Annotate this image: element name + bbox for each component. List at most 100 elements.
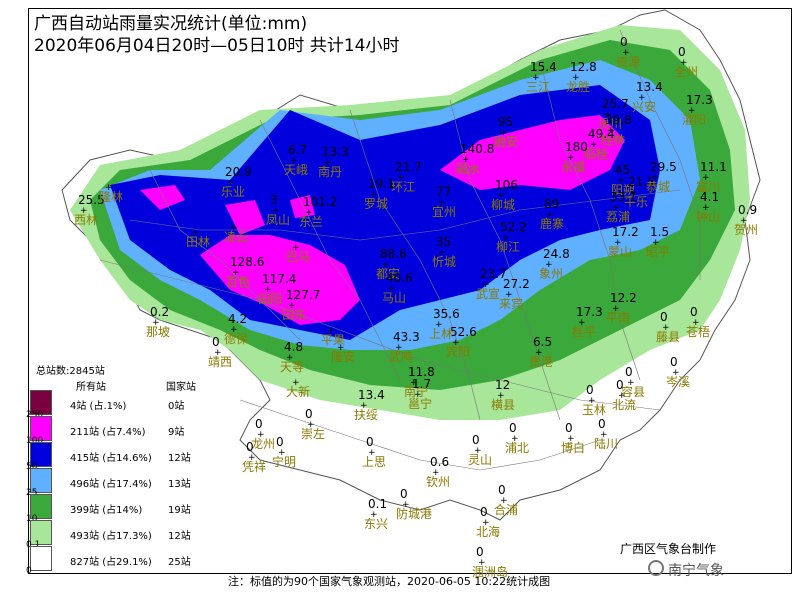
station-name: 东兰 — [299, 215, 324, 229]
station-name: 忻城 — [432, 255, 457, 269]
station-marker: + — [618, 391, 626, 401]
station-marker: + — [414, 390, 422, 400]
station-name: 龙州 — [251, 437, 276, 451]
station-marker: + — [482, 280, 490, 290]
station-name: 田东 — [282, 308, 307, 322]
station-value: 25.7 — [602, 97, 629, 111]
station-value: 40.6 — [386, 271, 413, 285]
station-marker: + — [305, 208, 313, 218]
station-marker: + — [290, 156, 298, 166]
station-name: 富川 — [696, 180, 721, 194]
station-marker: + — [630, 188, 638, 198]
station-marker: + — [702, 173, 710, 183]
station-name: 贵港 — [529, 355, 554, 369]
station-marker: + — [435, 320, 443, 330]
station-marker: + — [680, 58, 688, 68]
legend-swatch — [30, 546, 52, 571]
station-marker: + — [272, 206, 280, 216]
station-name: 宜州 — [432, 205, 457, 219]
station-name: 鹿寨 — [540, 217, 565, 231]
station-name: 钟山 — [696, 210, 721, 224]
station-name: 灵山 — [468, 453, 493, 467]
station-name: 田林 — [186, 235, 211, 249]
station-marker: + — [545, 260, 553, 270]
station-value: 0 — [305, 407, 313, 421]
station-marker: + — [410, 378, 418, 388]
station-marker: + — [622, 48, 630, 58]
legend-swatch — [30, 494, 52, 519]
station-marker: + — [588, 396, 596, 406]
station-marker: + — [567, 153, 575, 163]
station-name: 靖西 — [208, 355, 233, 369]
station-value: 1.5 — [650, 225, 670, 239]
station-value: 15.4 — [530, 60, 557, 74]
wechat-icon — [648, 560, 664, 576]
legend-threshold: 0 — [26, 566, 32, 576]
station-marker: + — [740, 216, 748, 226]
station-marker: + — [502, 233, 510, 243]
station-marker: + — [600, 430, 608, 440]
station-value: 6.7 — [288, 143, 308, 157]
station-value: 0 — [690, 305, 698, 319]
rain-band-100-west — [200, 235, 360, 325]
station-value: 13.3 — [322, 145, 349, 159]
station-value: 4.2 — [228, 312, 248, 326]
legend-count-all: 399站 (占14%) — [70, 505, 143, 516]
station-value: 21.7 — [395, 160, 422, 174]
legend-threshold: 50 — [26, 462, 38, 472]
station-name: 恭城 — [646, 180, 671, 194]
station-value: 12 — [495, 378, 511, 392]
legend-count-all: 827站 (占29.1%) — [70, 557, 152, 568]
station-marker: + — [578, 318, 586, 328]
station-name: 资源 — [616, 55, 641, 69]
legend-count-nat: 12站 — [168, 531, 191, 542]
station-name: 百色 — [226, 275, 251, 289]
station-marker: + — [500, 496, 508, 506]
station-name: 岑溪 — [666, 375, 691, 389]
station-value: 12.2 — [610, 291, 637, 305]
station-marker: + — [382, 260, 390, 270]
station-marker: + — [370, 510, 378, 520]
station-value: 0 — [598, 417, 606, 431]
legend-count-nat: 13站 — [168, 479, 191, 490]
station-name: 那坡 — [146, 325, 171, 339]
station-name: 武鸣 — [389, 350, 414, 364]
station-value: 0.9 — [738, 203, 758, 217]
station-marker: + — [395, 343, 403, 353]
station-name: 容县 — [621, 385, 646, 399]
station-value: 0.1 — [368, 497, 388, 511]
legend-swatch — [30, 390, 52, 415]
station-name: 象州 — [539, 267, 564, 281]
station-name: 阳朔 — [611, 183, 636, 197]
station-name: 平乐 — [624, 195, 649, 209]
station-name: 巴马 — [286, 250, 311, 264]
station-value: 77 — [436, 185, 452, 199]
station-value: 39.8 — [605, 113, 632, 127]
station-name: 浦北 — [505, 441, 530, 455]
legend-count-nat: 9站 — [168, 427, 185, 438]
station-marker: + — [652, 238, 660, 248]
station-name: 马山 — [382, 291, 407, 305]
station-marker: + — [432, 468, 440, 478]
station-name: 宁明 — [272, 455, 297, 469]
station-name: 隆安 — [331, 350, 356, 364]
station-value: 117.4 — [262, 272, 297, 286]
station-value: 0 — [276, 435, 284, 449]
map-title: 广西自动站雨量实况统计(单位:mm) — [34, 14, 308, 34]
station-marker: + — [497, 391, 505, 401]
station-name: 南宁 — [404, 385, 429, 399]
station-marker: + — [292, 243, 300, 253]
station-value: 0 — [255, 417, 263, 431]
station-value: 6.5 — [533, 335, 553, 349]
station-marker: + — [257, 430, 265, 440]
legend-threshold: 100 — [26, 436, 44, 446]
station-marker: + — [438, 198, 446, 208]
station-marker: + — [505, 290, 513, 300]
station-value: 52.2 — [500, 220, 527, 234]
station-marker: + — [702, 203, 710, 213]
station-value: 12.8 — [570, 60, 597, 74]
station-marker: + — [500, 128, 508, 138]
station-name: 荔浦 — [606, 210, 631, 224]
station-value: 11.1 — [700, 160, 727, 174]
station-name: 玉林 — [582, 403, 607, 417]
